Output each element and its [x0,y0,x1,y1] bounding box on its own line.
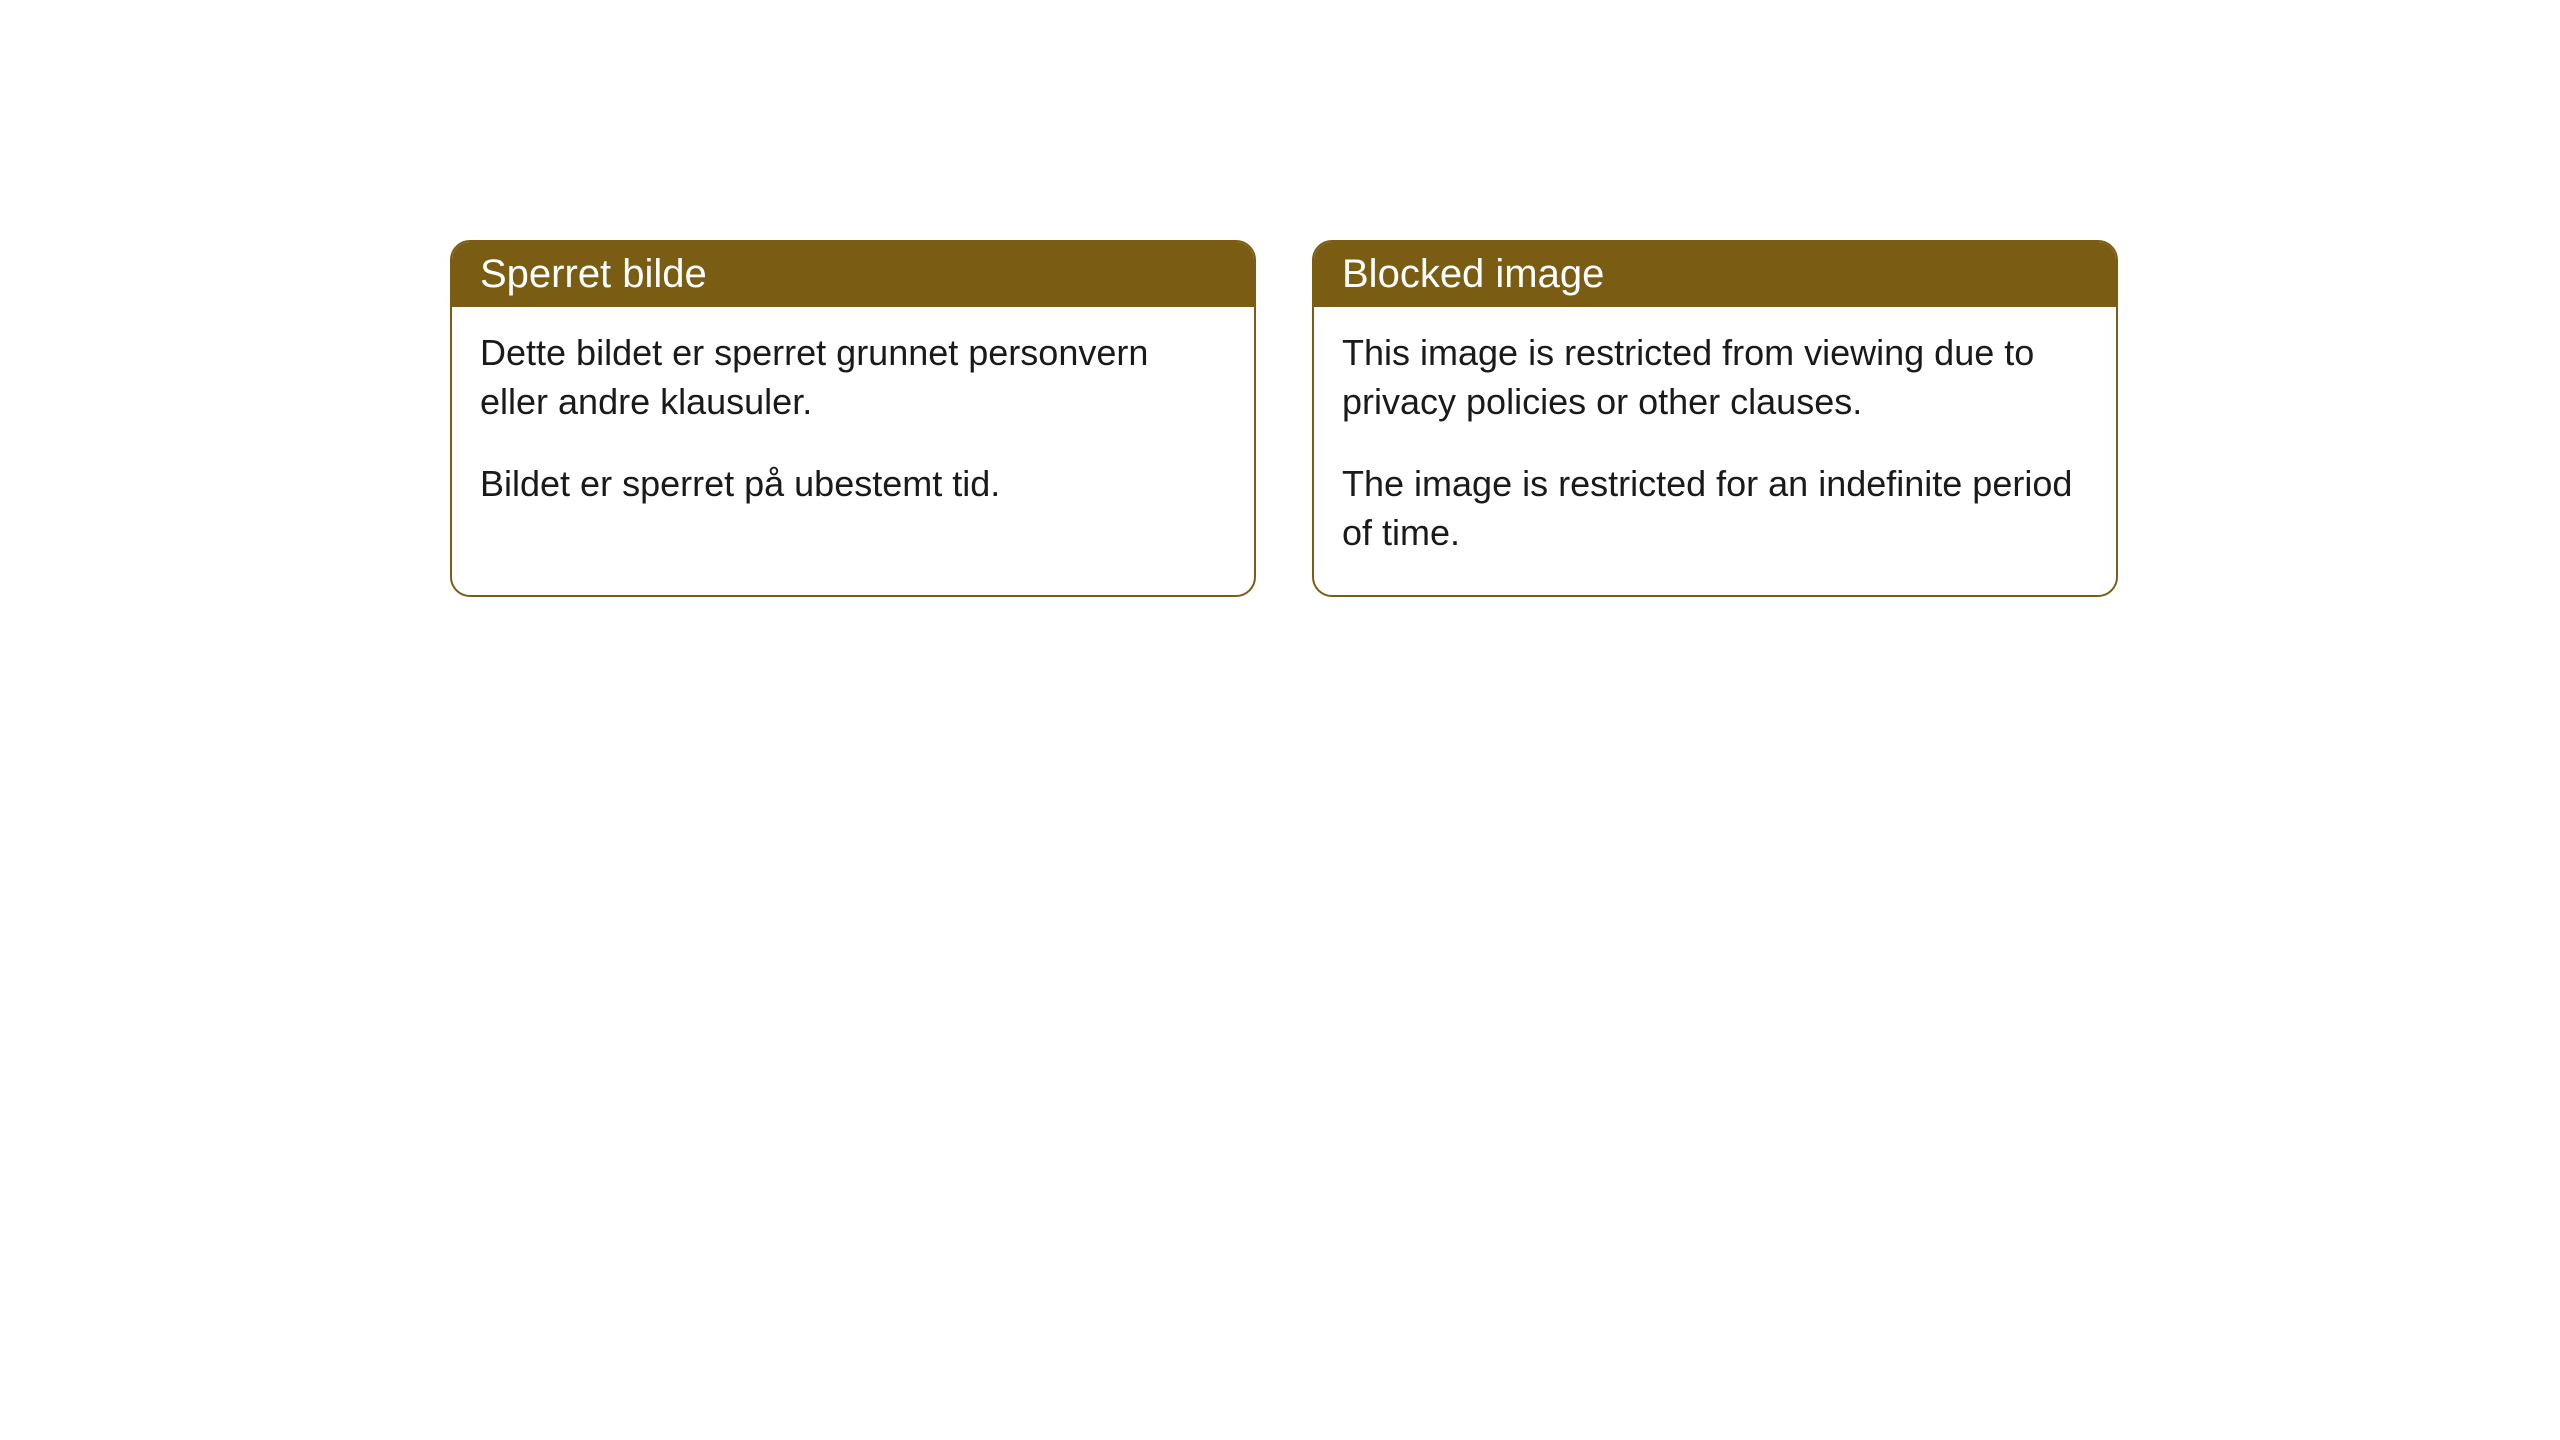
card-header: Blocked image [1314,242,2116,307]
notice-card-english: Blocked image This image is restricted f… [1312,240,2118,597]
card-title: Sperret bilde [480,252,707,296]
card-body: This image is restricted from viewing du… [1314,307,2116,595]
card-title: Blocked image [1342,252,1604,296]
card-paragraph: Dette bildet er sperret grunnet personve… [480,329,1226,426]
card-paragraph: Bildet er sperret på ubestemt tid. [480,460,1226,509]
card-header: Sperret bilde [452,242,1254,307]
card-paragraph: The image is restricted for an indefinit… [1342,460,2088,557]
notice-card-norwegian: Sperret bilde Dette bildet er sperret gr… [450,240,1256,597]
card-body: Dette bildet er sperret grunnet personve… [452,307,1254,547]
notice-cards-container: Sperret bilde Dette bildet er sperret gr… [450,240,2118,597]
card-paragraph: This image is restricted from viewing du… [1342,329,2088,426]
